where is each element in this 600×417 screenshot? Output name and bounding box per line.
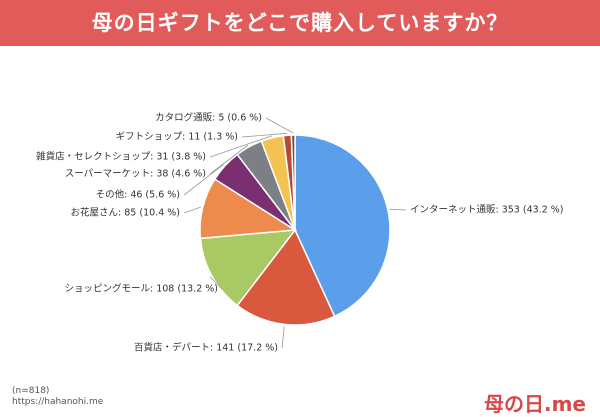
leader-line — [265, 117, 294, 134]
data-label: 百貨店・デパート: 141 (17.2 %) — [134, 342, 278, 354]
footnote: (n=818) https://hahanohi.me — [12, 386, 103, 408]
data-label: スーパーマーケット: 38 (4.6 %) — [65, 169, 206, 180]
pie-slice — [290, 134, 296, 231]
pie-slice — [236, 228, 336, 326]
leader-line — [183, 206, 201, 214]
data-label: ショッピングモール: 108 (13.2 %) — [65, 283, 219, 295]
leader-line — [209, 135, 272, 158]
data-label: カタログ通販: 5 (0.6 %) — [155, 112, 262, 124]
data-label: お花屋さん: 85 (10.4 %) — [71, 207, 180, 219]
sample-size: (n=818) — [12, 386, 50, 396]
leader-line — [183, 164, 224, 196]
source: https://hahanohi.me — [12, 397, 104, 407]
leader-line — [389, 208, 407, 211]
data-label: その他: 46 (5.6 %) — [96, 189, 180, 201]
leader-line — [209, 144, 249, 175]
chart-title: 母の日ギフトをどこで購入していますか？ — [0, 0, 600, 46]
leader-line — [241, 132, 288, 138]
data-label: インターネット通販: 353 (43.2 %) — [410, 204, 564, 216]
pie-slice — [294, 134, 391, 318]
data-label: ギフトショップ: 11 (1.3 %) — [116, 132, 238, 143]
pie-slice — [199, 229, 297, 307]
chart: インターネット通販: 353 (43.2 %) 百貨店・デパート: 141 (17… — [36, 112, 564, 354]
leader-line — [281, 326, 285, 349]
logo: 母の日.me — [483, 392, 586, 416]
data-label: 雑貨店・セレクトショップ: 31 (3.8 %) — [36, 151, 206, 163]
leader-line — [209, 276, 223, 290]
